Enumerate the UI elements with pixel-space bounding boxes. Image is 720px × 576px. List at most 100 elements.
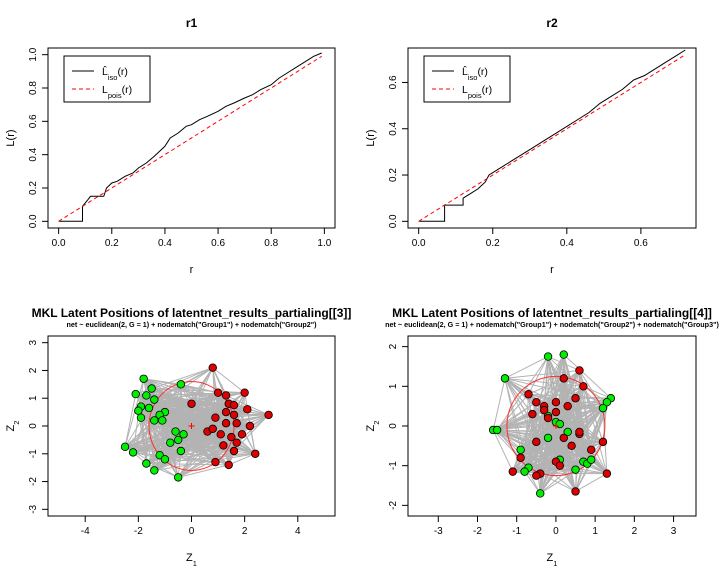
node-point-green <box>179 430 188 439</box>
node-point-red <box>232 438 241 447</box>
network-edge <box>191 403 216 419</box>
network-edge <box>512 417 549 472</box>
network-edge <box>535 411 557 443</box>
x-axis-label-sub: 1 <box>553 559 557 568</box>
x-tick-label: 0.6 <box>211 238 225 249</box>
network-edge <box>177 450 235 478</box>
y-tick-label: 0.6 <box>388 75 399 89</box>
node-point-red <box>567 441 576 451</box>
y-tick-label: 2 <box>28 367 39 373</box>
node-point-red <box>229 400 239 410</box>
node-point-green <box>142 391 151 400</box>
node-point-red <box>579 382 588 391</box>
node-point-red <box>555 461 565 470</box>
node-point-green <box>598 403 608 413</box>
node-point-green <box>602 397 612 407</box>
node-point-red <box>211 413 220 422</box>
y-tick-label: -2 <box>388 500 399 509</box>
network-edge <box>191 403 256 455</box>
y-axis-label: L(r) <box>365 129 377 146</box>
node-point-red <box>232 419 241 428</box>
node-point-green <box>587 455 596 464</box>
network-edge <box>559 465 576 492</box>
node-point-green <box>150 395 159 404</box>
node-point-green <box>120 442 130 452</box>
network-edge <box>567 405 580 433</box>
x-tick-label: 0.0 <box>412 238 426 249</box>
group-circle <box>506 375 606 477</box>
network-edge <box>563 354 612 399</box>
network-edge <box>555 411 580 435</box>
x-tick-label: -2 <box>473 526 482 537</box>
network-edge <box>528 377 564 395</box>
node-point-green <box>131 389 140 399</box>
node-point-red <box>587 445 596 455</box>
network-edge <box>575 398 592 450</box>
network-edge <box>504 369 580 379</box>
network-edge <box>524 471 541 494</box>
network-edge <box>579 433 608 474</box>
node-point-red <box>219 441 228 450</box>
chart-panel-2: r20.0 0.2 0.4 0.60.00.20.40.6rL(r)L̂iso(r)L… <box>365 16 697 276</box>
legend-label-tail: (r) <box>477 66 488 78</box>
node-point-red <box>245 421 255 431</box>
chart-subtitle: net ~ euclidean(2, G = 1) + nodematch("G… <box>66 320 317 329</box>
chart-title: r2 <box>546 16 558 30</box>
legend-label: L̂iso(r) <box>462 64 488 81</box>
node-point-red <box>211 457 220 467</box>
network-edge <box>555 411 608 474</box>
x-tick-label: 3 <box>671 526 677 537</box>
network-edge <box>212 428 216 463</box>
network-edge <box>206 431 216 463</box>
y-tick-label: 1.0 <box>28 47 39 61</box>
node-point-green <box>516 445 525 455</box>
chart-title: MKL Latent Positions of latentnet_result… <box>32 306 352 320</box>
y-tick-label: 0.4 <box>388 121 399 135</box>
y-axis-label-sub: 2 <box>372 421 381 425</box>
chart-title: r1 <box>186 16 198 30</box>
network-edge <box>492 429 514 472</box>
node-point-red <box>221 407 231 417</box>
node-point-red <box>224 460 233 470</box>
node-point-green <box>134 406 143 415</box>
legend: L̂iso(r) Lpois(r) <box>63 55 151 103</box>
network-edge <box>177 442 237 478</box>
network-edge <box>497 429 564 439</box>
legend-label-main: L <box>462 84 468 96</box>
node-point-red <box>208 424 217 433</box>
network-edge <box>153 403 192 471</box>
node-point-red <box>229 446 239 456</box>
legend-label: Lpois(r) <box>102 84 132 100</box>
y-tick-label: -1 <box>388 461 399 470</box>
node-point-red <box>524 390 533 399</box>
legend-label: L̂iso(r) <box>102 64 128 81</box>
network-edge <box>520 431 580 459</box>
node-point-red <box>221 391 231 400</box>
node-point-red <box>571 394 580 403</box>
series-line-iso <box>58 52 322 222</box>
node-point-green <box>571 465 580 474</box>
node-point-red <box>516 453 525 462</box>
node-point-red <box>208 363 217 372</box>
y-tick-label: -3 <box>28 504 39 513</box>
network-edge <box>124 446 216 463</box>
network-edge <box>178 464 229 478</box>
node-point-green <box>543 433 553 443</box>
x-tick-label: 0.6 <box>634 238 648 249</box>
network-edge <box>154 453 256 471</box>
x-tick-label: 0.0 <box>52 238 66 249</box>
network-edge <box>535 354 565 403</box>
node-point-green <box>136 413 146 422</box>
network-edge <box>124 393 137 447</box>
network-edge <box>140 367 214 419</box>
legend-label-sub: iso <box>108 73 118 82</box>
y-tick-label: -2 <box>28 477 39 486</box>
network-edge <box>583 385 608 403</box>
legend-box <box>423 55 511 103</box>
network-edge <box>228 453 256 466</box>
node-point-green <box>563 427 572 437</box>
chart-subtitle: net ~ euclidean(2, G = 1) + nodematch("G… <box>385 320 719 329</box>
chart-panel-1: r1 0.0 0.2 0.4 0.6 0.8 1.0 0.0 0.2 0.4 0.6 0.8 1.0 r L… <box>5 16 336 276</box>
network-edge <box>191 403 248 410</box>
network-edge <box>555 411 604 443</box>
